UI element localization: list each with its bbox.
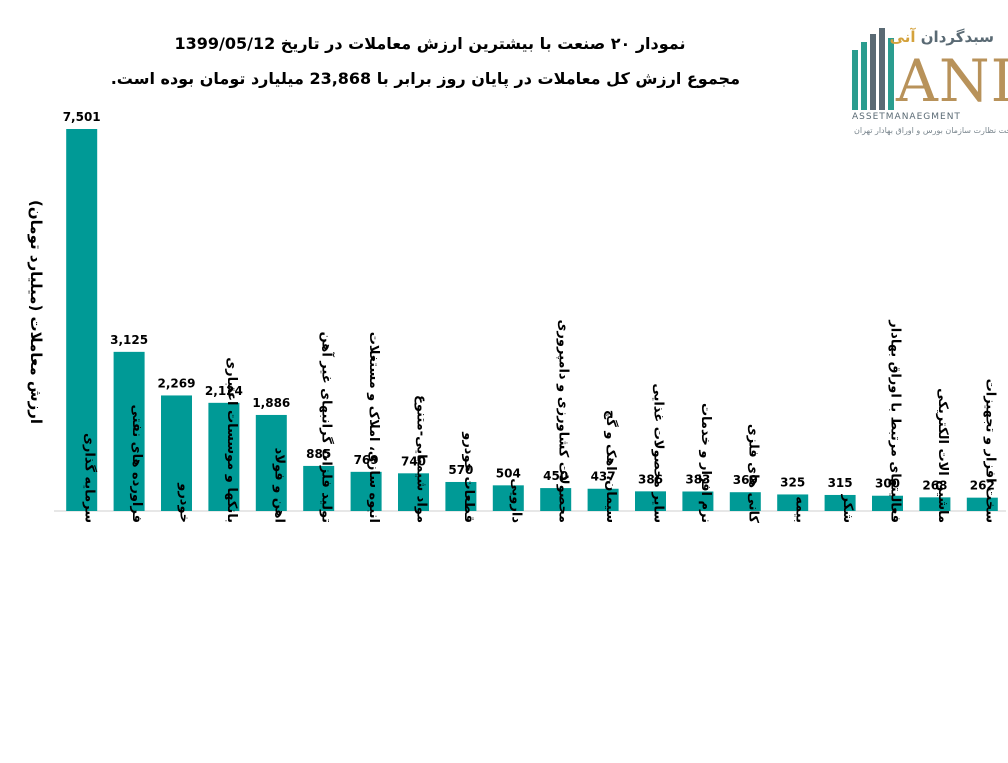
bar (66, 129, 98, 511)
bar (398, 473, 429, 511)
logo-english-text: ASSETMANAEGMENT (852, 112, 961, 122)
bar (255, 414, 287, 511)
data-label: 3,125 (110, 333, 148, 347)
x-tick-label: محصولات کشاورزی و دامپروری (556, 320, 571, 523)
x-tick-label: دارویی (508, 478, 523, 523)
x-tick-label: سایر محصولات غذایی (651, 383, 666, 523)
bar (682, 491, 714, 511)
x-tick-label: سخت افزار و تجهیزات (982, 379, 997, 523)
bar (872, 495, 903, 511)
bar (303, 465, 335, 511)
logo-mark: ANI (896, 47, 1008, 115)
bar (540, 488, 572, 511)
bar (161, 395, 192, 511)
data-label: 570 (448, 463, 473, 477)
logo-subtext: تحت نظارت سازمان بورس و اوراق بهادار تهر… (854, 126, 1008, 135)
chart-title: نمودار ۲۰ صنعت با بیشترین ارزش معاملات د… (174, 34, 686, 53)
data-label: 268 (922, 478, 947, 492)
logo-arabic-name: سبدگردان آنی (889, 28, 994, 46)
bar (492, 485, 524, 511)
building-bars-icon (852, 28, 894, 110)
data-label: 383 (685, 472, 710, 486)
data-label: 300 (875, 477, 900, 491)
bar (635, 491, 666, 511)
data-label: 504 (496, 466, 521, 480)
data-label: 450 (543, 469, 568, 483)
bar (587, 488, 619, 511)
data-label: 769 (354, 453, 379, 467)
bar (729, 492, 761, 511)
data-label: 7,501 (63, 110, 101, 124)
bar (113, 351, 145, 511)
data-label: 437 (591, 470, 616, 484)
x-tick-label: اهن و فولاد (271, 448, 286, 523)
data-label: 315 (828, 476, 853, 490)
x-tick-label: قطعات خودرو (461, 431, 476, 523)
data-label: 325 (780, 475, 805, 489)
bar (445, 481, 477, 511)
bar (824, 494, 856, 511)
bar (777, 494, 809, 511)
data-label: 885 (306, 447, 331, 461)
data-label: 1,886 (252, 396, 290, 410)
x-tick-label: شکر (840, 494, 855, 523)
data-label: 262 (970, 479, 995, 493)
data-label: 369 (733, 473, 758, 487)
x-tick-label: بانکها و موسسات اعتباری (224, 357, 239, 523)
x-tick-label: فعالیتهای مرتبط با اوراق بهادار (888, 319, 903, 523)
data-label: 740 (401, 454, 426, 468)
data-label: 2,124 (205, 384, 243, 398)
x-tick-label: سرمایه گذاری (82, 433, 98, 523)
bar (966, 497, 998, 511)
x-tick-label: نرم افزار و خدمات (698, 403, 713, 523)
company-logo: سبدگردان آنی ANI ASSETMANAEGMENT تحت نظا… (848, 20, 1008, 145)
data-label: 386 (638, 472, 663, 486)
x-tick-label: مواد شیمیایی-متنوع (414, 395, 429, 523)
bar (208, 402, 240, 511)
x-tick-label: کانی های فلزی (745, 424, 760, 524)
data-label: 2,269 (158, 376, 196, 390)
x-tick-label: فراورده های نفتی (129, 404, 144, 523)
bar (919, 497, 951, 511)
x-tick-label: ماشین الات الکتریکی (935, 388, 950, 523)
x-tick-label: انبوه سازی، املاک و مستغلات (366, 332, 381, 523)
bar (350, 471, 382, 511)
x-tick-label: خودرو (177, 482, 192, 523)
x-tick-label: سیمان، اهک و گچ (603, 410, 619, 523)
x-tick-label: تولید فلزات گرانبهای غیر آهن (319, 332, 336, 523)
chart-subtitle: مجموع ارزش کل معاملات در پایان روز برابر… (110, 69, 740, 88)
x-tick-label: بیمه (793, 496, 808, 523)
